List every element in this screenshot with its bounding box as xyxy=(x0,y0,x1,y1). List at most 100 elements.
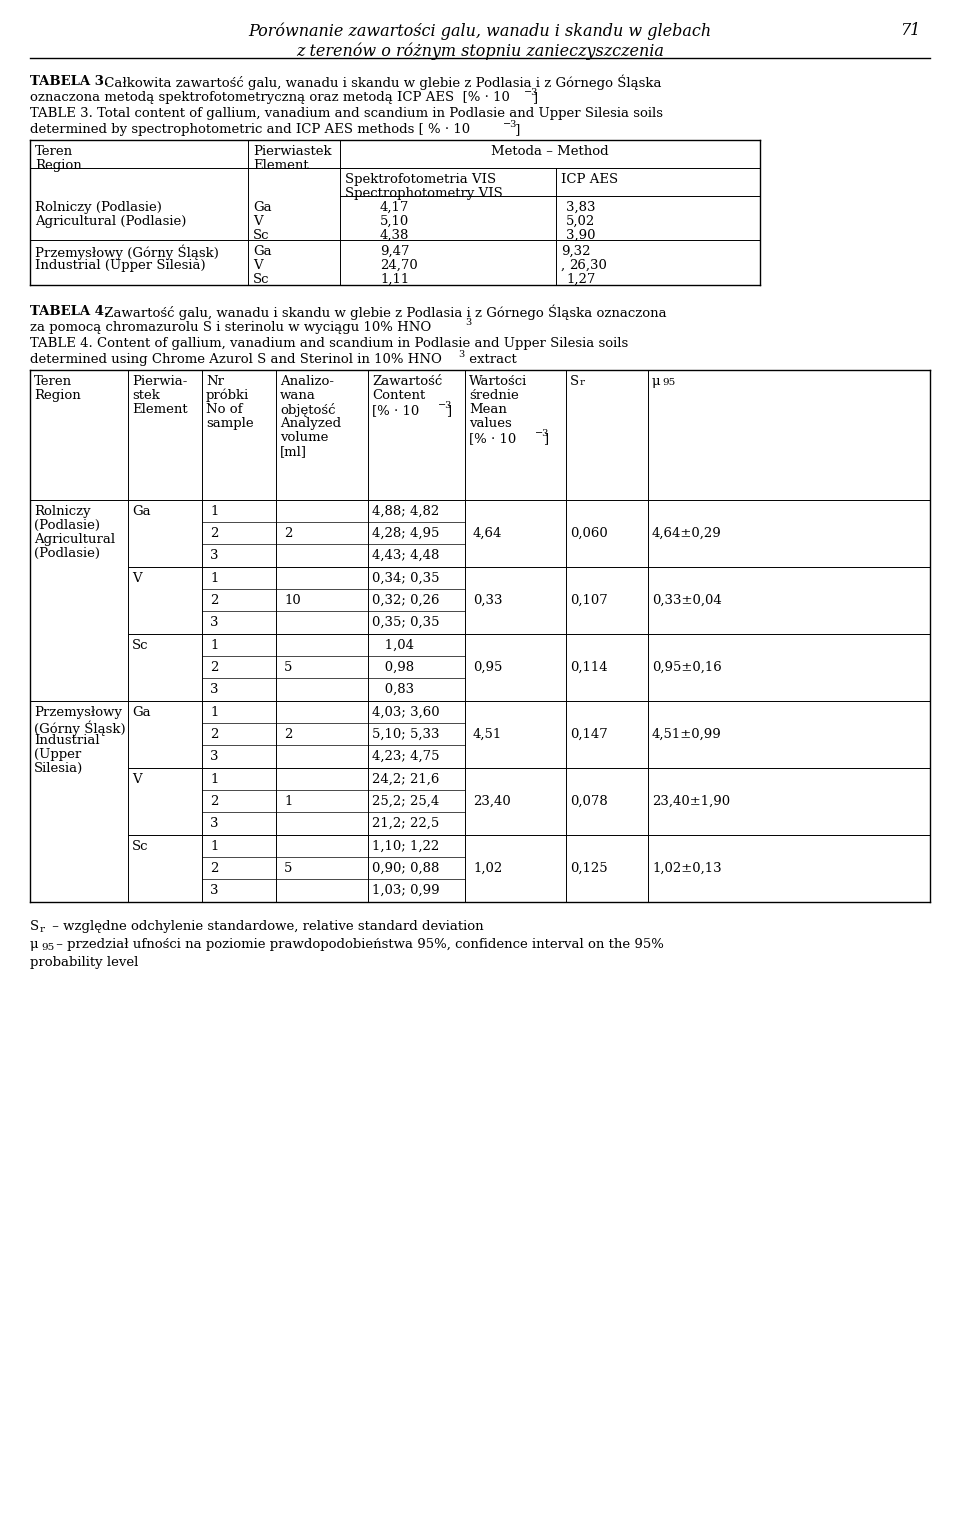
Text: 4,64: 4,64 xyxy=(473,526,502,540)
Text: 26,30: 26,30 xyxy=(569,259,607,272)
Text: TABELA 4.: TABELA 4. xyxy=(30,306,108,318)
Text: Pierwiastek: Pierwiastek xyxy=(253,144,331,158)
Text: 0,33: 0,33 xyxy=(473,595,502,607)
Text: μ: μ xyxy=(30,938,38,951)
Text: 2: 2 xyxy=(210,729,218,741)
Text: Region: Region xyxy=(35,160,82,172)
Text: 2: 2 xyxy=(284,729,293,741)
Text: Teren: Teren xyxy=(35,144,73,158)
Text: 0,32; 0,26: 0,32; 0,26 xyxy=(372,595,440,607)
Text: 2: 2 xyxy=(210,595,218,607)
Text: Nr: Nr xyxy=(206,376,224,388)
Text: Ga: Ga xyxy=(132,505,151,519)
Text: 3: 3 xyxy=(210,683,219,697)
Text: Przemysłowy (Górny Śląsk): Przemysłowy (Górny Śląsk) xyxy=(35,245,219,260)
Text: −3: −3 xyxy=(535,429,549,438)
Text: Ga: Ga xyxy=(253,201,272,214)
Text: Spectrophotometry VIS: Spectrophotometry VIS xyxy=(345,187,503,199)
Text: r: r xyxy=(40,925,45,934)
Text: za pomocą chromazurolu S i sterinolu w wyciągu 10% HNO: za pomocą chromazurolu S i sterinolu w w… xyxy=(30,321,431,335)
Text: 1: 1 xyxy=(210,505,218,519)
Text: wana: wana xyxy=(280,389,316,402)
Text: 4,64±0,29: 4,64±0,29 xyxy=(652,526,722,540)
Text: 0,147: 0,147 xyxy=(570,729,608,741)
Text: ICP AES: ICP AES xyxy=(561,173,618,186)
Text: 95: 95 xyxy=(41,943,55,952)
Text: średnie: średnie xyxy=(469,389,518,402)
Text: Industrial: Industrial xyxy=(34,735,100,747)
Text: 2: 2 xyxy=(284,526,293,540)
Text: ]: ] xyxy=(543,432,548,446)
Text: Rolniczy: Rolniczy xyxy=(34,505,90,519)
Text: 3,83: 3,83 xyxy=(566,201,595,214)
Text: ]: ] xyxy=(446,405,451,417)
Text: Sc: Sc xyxy=(253,230,270,242)
Text: 5,10; 5,33: 5,10; 5,33 xyxy=(372,729,440,741)
Text: 23,40±1,90: 23,40±1,90 xyxy=(652,795,731,808)
Text: 0,34; 0,35: 0,34; 0,35 xyxy=(372,572,440,586)
Text: No of: No of xyxy=(206,403,243,417)
Text: V: V xyxy=(253,214,263,228)
Text: volume: volume xyxy=(280,430,328,444)
Text: probability level: probability level xyxy=(30,957,138,969)
Text: 2: 2 xyxy=(210,795,218,808)
Text: Pierwia-: Pierwia- xyxy=(132,376,187,388)
Text: 4,51: 4,51 xyxy=(473,729,502,741)
Text: 3: 3 xyxy=(210,817,219,830)
Text: (Podlasie): (Podlasie) xyxy=(34,548,100,560)
Text: 2: 2 xyxy=(210,662,218,674)
Text: 71: 71 xyxy=(900,21,920,40)
Text: 4,43; 4,48: 4,43; 4,48 xyxy=(372,549,440,561)
Text: 25,2; 25,4: 25,2; 25,4 xyxy=(372,795,440,808)
Text: 1,11: 1,11 xyxy=(380,272,409,286)
Text: Sc: Sc xyxy=(132,840,149,853)
Text: stek: stek xyxy=(132,389,160,402)
Text: Spektrofotometria VIS: Spektrofotometria VIS xyxy=(345,173,496,186)
Text: 24,70: 24,70 xyxy=(380,259,418,272)
Text: S: S xyxy=(30,920,39,932)
Text: 0,078: 0,078 xyxy=(570,795,608,808)
Text: 3: 3 xyxy=(210,884,219,897)
Text: Sc: Sc xyxy=(132,639,149,653)
Text: Wartości: Wartości xyxy=(469,376,527,388)
Text: 5,02: 5,02 xyxy=(566,214,595,228)
Text: Analizo-: Analizo- xyxy=(280,376,334,388)
Text: z terenów o różnym stopniu zanieczyszczenia: z terenów o różnym stopniu zanieczyszcze… xyxy=(296,43,664,59)
Text: −3: −3 xyxy=(524,88,539,97)
Text: 1: 1 xyxy=(210,773,218,786)
Text: Zawartość galu, wanadu i skandu w glebie z Podlasia i z Górnego Śląska oznaczona: Zawartość galu, wanadu i skandu w glebie… xyxy=(100,306,666,321)
Text: [% · 10: [% · 10 xyxy=(372,405,420,417)
Text: Agricultural (Podlasie): Agricultural (Podlasie) xyxy=(35,214,186,228)
Text: 4,88; 4,82: 4,88; 4,82 xyxy=(372,505,440,519)
Text: oznaczona metodą spektrofotometryczną oraz metodą ICP AES  [% · 10: oznaczona metodą spektrofotometryczną or… xyxy=(30,91,510,103)
Text: 3,90: 3,90 xyxy=(566,230,595,242)
Text: 10: 10 xyxy=(284,595,300,607)
Text: ,: , xyxy=(561,259,565,272)
Text: 0,95±0,16: 0,95±0,16 xyxy=(652,662,722,674)
Text: 4,28; 4,95: 4,28; 4,95 xyxy=(372,526,440,540)
Text: Element: Element xyxy=(253,160,308,172)
Text: 4,51±0,99: 4,51±0,99 xyxy=(652,729,722,741)
Text: (Górny Śląsk): (Górny Śląsk) xyxy=(34,719,126,736)
Text: r: r xyxy=(580,379,585,386)
Text: TABLE 4. Content of gallium, vanadium and scandium in Podlasie and Upper Silesia: TABLE 4. Content of gallium, vanadium an… xyxy=(30,338,628,350)
Text: próbki: próbki xyxy=(206,389,250,403)
Text: Całkowita zawartość galu, wanadu i skandu w glebie z Podlasia i z Górnego Śląska: Całkowita zawartość galu, wanadu i skand… xyxy=(100,75,661,91)
Text: 1: 1 xyxy=(210,572,218,586)
Text: 4,23; 4,75: 4,23; 4,75 xyxy=(372,750,440,764)
Text: −3: −3 xyxy=(503,120,517,129)
Text: 1: 1 xyxy=(210,639,218,653)
Text: determined using Chrome Azurol S and Sterinol in 10% HNO: determined using Chrome Azurol S and Ste… xyxy=(30,353,442,367)
Text: Sc: Sc xyxy=(253,272,270,286)
Text: Metoda – Method: Metoda – Method xyxy=(492,144,609,158)
Text: 0,060: 0,060 xyxy=(570,526,608,540)
Text: 9,32: 9,32 xyxy=(561,245,590,259)
Text: V: V xyxy=(253,259,263,272)
Text: 0,33±0,04: 0,33±0,04 xyxy=(652,595,722,607)
Text: 0,83: 0,83 xyxy=(372,683,414,697)
Text: extract: extract xyxy=(465,353,516,367)
Text: 3: 3 xyxy=(210,549,219,561)
Text: 4,38: 4,38 xyxy=(380,230,409,242)
Text: 1,27: 1,27 xyxy=(566,272,595,286)
Text: S: S xyxy=(570,376,579,388)
